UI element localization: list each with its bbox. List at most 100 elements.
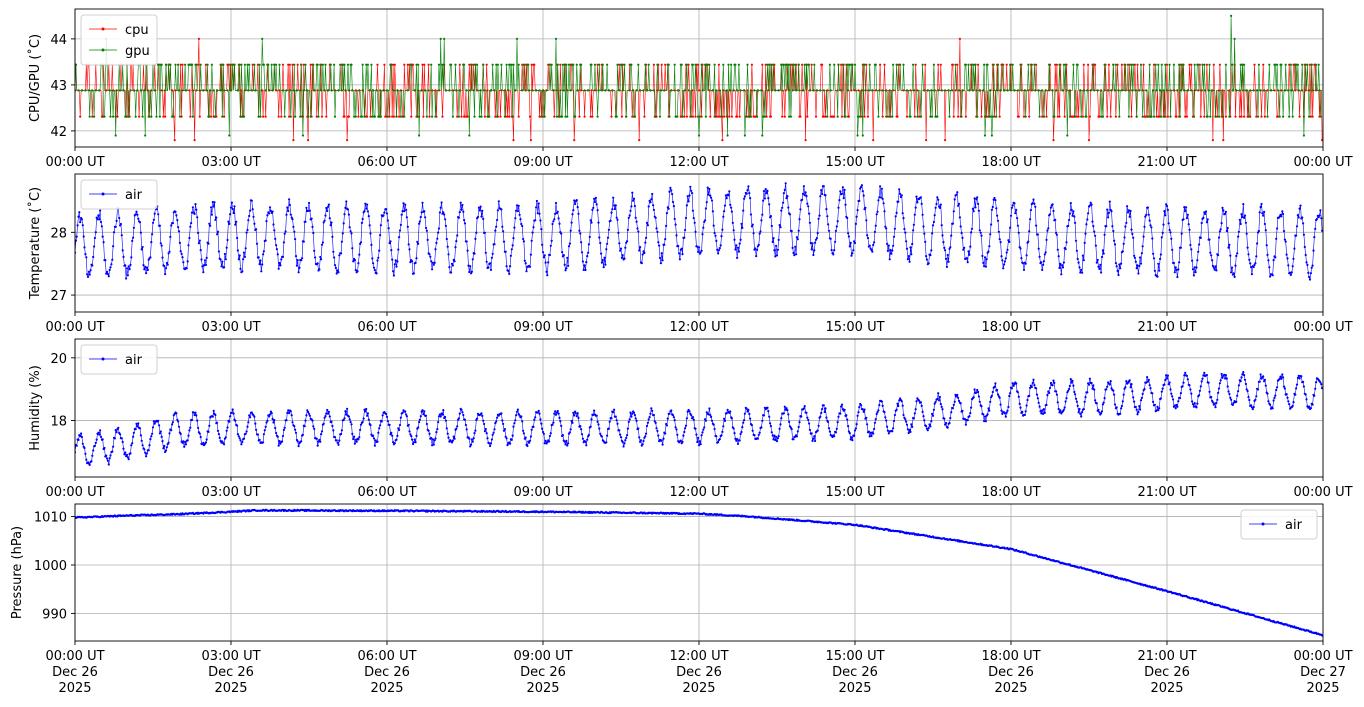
data-point [947,260,950,263]
data-point [399,416,402,419]
data-point [1160,63,1163,66]
data-point [434,115,437,118]
data-point [789,115,793,118]
data-point [358,253,361,256]
data-point [277,115,280,118]
data-point [251,208,254,211]
data-point [208,115,211,118]
data-point [1227,390,1230,393]
series-line-air [75,371,1323,466]
data-point [593,409,596,412]
data-point [386,420,389,423]
data-point [726,134,729,137]
data-point [1077,115,1080,118]
data-point [81,442,84,445]
data-point [431,261,434,264]
data-point [579,232,582,235]
data-point [1013,202,1016,205]
data-point [1088,377,1091,380]
data-point [639,439,643,442]
data-point [983,415,987,418]
data-point [181,256,184,259]
data-point [1102,401,1105,404]
data-point [105,89,108,92]
data-point [612,196,615,199]
data-point [864,89,867,92]
data-point [116,115,119,118]
data-point [670,89,673,92]
data-point [98,433,101,436]
data-point [586,438,589,441]
data-point [1028,115,1031,118]
data-point [1305,398,1308,401]
data-point [147,449,150,452]
data-point [1136,63,1139,66]
data-point [112,445,115,448]
data-point [164,273,167,276]
data-point [1084,232,1087,235]
data-point [824,115,827,118]
data-point [255,242,259,245]
data-point [106,270,109,273]
data-point [730,206,733,209]
data-point [1262,375,1265,378]
data-point [1276,227,1279,230]
data-point [1217,89,1221,92]
data-point [186,260,189,263]
data-point [315,437,318,440]
data-point [825,416,828,419]
data-point [840,63,843,66]
data-point [530,428,533,431]
data-point [1230,398,1233,401]
data-point [539,418,542,421]
data-point [683,115,686,118]
data-point [300,63,303,66]
data-point [796,430,799,433]
data-point [303,425,306,428]
data-point [704,207,708,210]
data-point [873,427,876,431]
data-point [587,433,591,437]
data-point [847,115,851,118]
data-point [590,221,593,224]
data-point [289,115,292,118]
data-point [439,37,442,41]
data-point [247,219,250,222]
data-point [1069,202,1072,205]
data-point [543,115,546,118]
data-point [268,212,271,215]
data-point [224,436,227,439]
data-point [537,409,540,412]
data-point [1055,89,1058,92]
data-point [279,264,282,267]
data-point [636,227,639,230]
data-point [970,406,973,409]
data-point [1157,262,1160,265]
data-point [740,222,743,225]
data-point [205,256,208,259]
data-point [1124,89,1127,92]
data-point [590,418,593,421]
data-point [1131,232,1134,235]
data-point [670,189,673,192]
data-point [1075,400,1078,403]
data-point [720,115,723,118]
data-point [479,89,482,92]
data-point [317,115,320,118]
data-point [466,249,469,252]
data-point [556,409,559,413]
data-point [1033,202,1036,205]
data-point [967,63,970,66]
data-point [836,421,839,424]
data-point [1180,63,1183,66]
data-point [265,220,268,223]
data-point [1288,63,1291,66]
data-point [1200,221,1203,225]
data-point [994,382,997,385]
data-point [320,243,324,246]
data-point [895,211,898,214]
data-point [916,115,919,118]
data-point [113,437,116,440]
data-point [848,245,851,248]
